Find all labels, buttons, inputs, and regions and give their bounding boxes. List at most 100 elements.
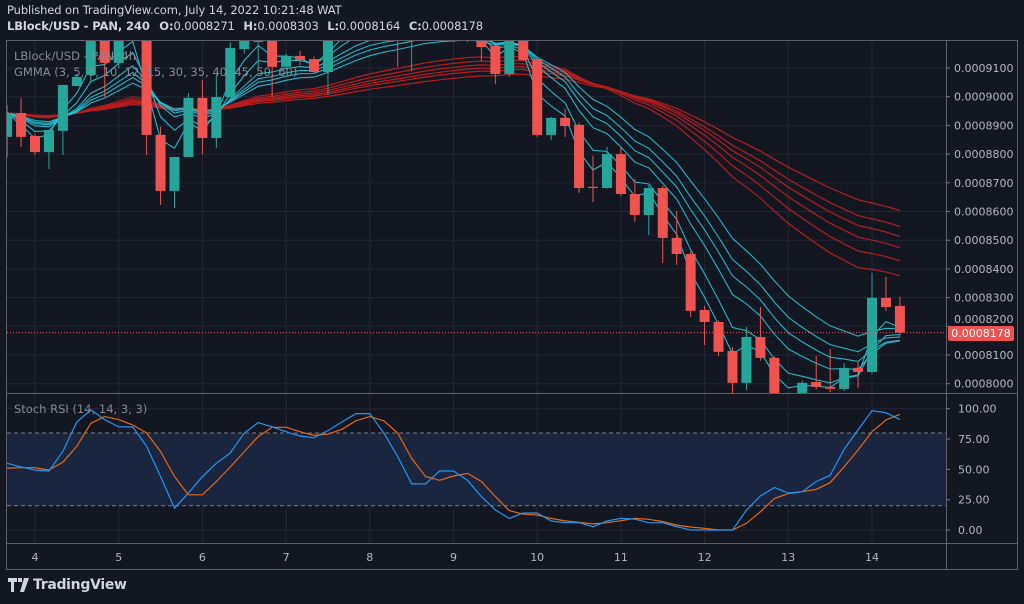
symbol-legend[interactable]: LBlock/USD - PAN, 4h [14, 49, 137, 63]
candle-body [351, 19, 361, 25]
open-value: 0.0008271 [173, 19, 235, 33]
candle-body [727, 350, 738, 383]
candle-body [407, 25, 417, 31]
candle-body [435, 22, 445, 31]
candle [253, 41, 264, 68]
candle-body [128, 31, 138, 37]
low-value: 0.0008164 [338, 19, 401, 33]
candle-body [811, 381, 822, 387]
candle-body [309, 59, 319, 73]
price-axis-label: 0.0008700 [954, 177, 1014, 190]
candle [811, 355, 822, 390]
candle [476, 41, 487, 62]
candle [421, 16, 431, 33]
price-axis-label: 0.0008400 [954, 263, 1014, 276]
time-axis-label: 14 [865, 551, 879, 564]
candle-body [85, 41, 96, 75]
candle-body [57, 84, 68, 131]
stoch-axis-label: 75.00 [958, 433, 990, 446]
candle-body [449, 31, 459, 34]
candle [85, 41, 96, 83]
candle-body [476, 41, 487, 48]
candle-body [671, 237, 682, 254]
candle-body [574, 124, 585, 188]
candle-body [685, 253, 696, 311]
gmma-short-line [7, 41, 900, 337]
tradingview-logo[interactable]: TradingView [8, 577, 127, 593]
time-axis-label: 6 [199, 551, 206, 564]
gmma-short-line [7, 41, 900, 384]
candle [839, 363, 850, 391]
candle-body [99, 41, 110, 63]
candle-body [16, 113, 27, 137]
candle [141, 41, 152, 155]
candle-body [365, 19, 375, 22]
candle [169, 156, 180, 209]
candle [239, 41, 250, 54]
candle [755, 307, 766, 361]
outer-border [6, 40, 1018, 570]
high-value: 0.0008303 [257, 19, 319, 33]
candle-body [239, 41, 250, 50]
candle-body [839, 367, 850, 389]
candle [685, 251, 696, 317]
candle-body [546, 117, 557, 135]
stoch-axis-label: 25.00 [958, 494, 990, 507]
candle [797, 380, 808, 393]
candle-body [867, 297, 877, 372]
candle [867, 272, 877, 374]
candle-body [113, 41, 124, 63]
gmma-long-line [7, 68, 901, 228]
ohlc-header: LBlock/USD - PAN, 240 O:0.0008271 H:0.00… [7, 19, 488, 33]
candle [601, 146, 612, 189]
candle-body [797, 382, 808, 393]
candle [7, 105, 13, 157]
candle [379, 16, 389, 33]
stoch-axis-label: 50.00 [958, 463, 990, 476]
candle [546, 116, 557, 141]
candle-body [421, 22, 431, 25]
candle-body [713, 321, 724, 352]
tradingview-logo-icon [8, 578, 29, 592]
candle [588, 155, 598, 203]
stoch-lines [7, 409, 901, 531]
candle [267, 41, 278, 97]
candle [43, 129, 54, 170]
candle [435, 19, 445, 39]
candle-body [30, 136, 40, 153]
candle-body [880, 297, 891, 308]
candle-body [853, 367, 864, 372]
time-axis-label: 8 [366, 551, 373, 564]
candle-body [894, 305, 905, 333]
candle-body [629, 193, 640, 215]
candle [699, 305, 710, 345]
candle-body [490, 45, 501, 75]
price-axis-label: 0.0008800 [954, 148, 1014, 161]
candle [113, 41, 124, 68]
candle-body [532, 59, 543, 135]
candle-body [462, 34, 472, 37]
time-axis-label: 13 [781, 551, 795, 564]
candle-body [295, 55, 306, 60]
candle [449, 31, 459, 43]
candle-body [43, 129, 54, 153]
high-key: H: [243, 19, 258, 33]
candle [128, 28, 138, 39]
stoch-legend[interactable]: Stoch RSI (14, 14, 3, 3) [14, 402, 148, 416]
candle-body [699, 309, 710, 322]
candle-body [197, 97, 208, 139]
price-axis-label: 0.0009000 [954, 91, 1014, 104]
candle [532, 56, 543, 137]
candle [671, 210, 682, 265]
candle [183, 92, 194, 157]
candle [281, 53, 292, 68]
price-axis-label: 0.0009100 [954, 62, 1014, 75]
candle-body [379, 22, 389, 28]
gmma-legend[interactable]: GMMA (3, 5, 8, 10, 12, 15, 30, 35, 40, 4… [14, 65, 298, 79]
time-axis-label: 7 [283, 551, 290, 564]
gmma-long-line [7, 73, 901, 212]
close-value: 0.0008178 [421, 19, 483, 33]
candle [894, 296, 905, 337]
candle [490, 42, 501, 85]
